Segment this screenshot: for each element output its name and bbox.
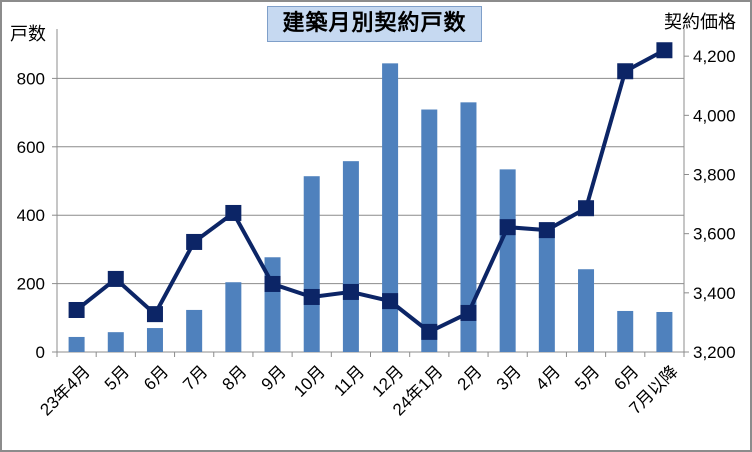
x-tick-label: 6月 <box>610 362 642 394</box>
bar <box>460 102 477 352</box>
x-tick-label: 7月 <box>179 362 211 394</box>
bar <box>225 282 242 352</box>
price-marker <box>342 283 359 300</box>
bar <box>303 176 320 352</box>
y2-tick-label: 4,200 <box>693 47 736 66</box>
price-marker <box>421 323 438 340</box>
price-marker <box>656 42 673 59</box>
x-tick-label: 5月 <box>571 362 603 394</box>
y2-tick-label: 3,600 <box>693 225 736 244</box>
x-tick-label: 4月 <box>532 362 564 394</box>
price-line <box>75 48 666 334</box>
y-tick-label: 800 <box>17 69 45 88</box>
y-axis-title: 戸数 <box>10 24 46 45</box>
bar <box>538 228 555 352</box>
x-tick-label: 2月 <box>454 362 486 394</box>
price-marker <box>303 288 320 305</box>
price-marker <box>264 275 281 292</box>
bar <box>578 269 595 352</box>
bar <box>68 336 85 352</box>
price-marker <box>146 306 163 323</box>
y2-tick-label: 3,800 <box>693 166 736 185</box>
y2-tick-label: 4,000 <box>693 106 736 125</box>
bar <box>421 109 438 352</box>
y-tick-label: 400 <box>17 206 45 225</box>
bar <box>499 169 516 352</box>
bar <box>656 311 673 352</box>
x-tick-label: 23年4月 <box>36 362 94 420</box>
x-tick-label: 3月 <box>493 362 525 394</box>
bar <box>186 309 203 352</box>
y-tick-label: 600 <box>17 138 45 157</box>
price-marker <box>225 204 242 221</box>
y2-tick-label: 3,200 <box>693 343 736 362</box>
chart-title: 建築月別契約戸数 <box>267 6 482 42</box>
price-marker <box>382 293 399 310</box>
x-tick-label: 11月 <box>330 362 368 400</box>
price-marker <box>107 270 124 287</box>
y2-tick-label: 3,400 <box>693 284 736 303</box>
price-marker <box>499 219 516 236</box>
y2-axis-title: 契約価格 <box>664 12 736 33</box>
bar <box>146 328 163 352</box>
x-tick-label: 6月 <box>140 362 172 394</box>
y-tick-label: 0 <box>36 343 45 362</box>
bar <box>342 161 359 352</box>
bar <box>107 332 124 352</box>
x-tick-label: 8月 <box>219 362 251 394</box>
x-tick-label: 9月 <box>258 362 290 394</box>
price-marker <box>617 63 634 80</box>
price-marker <box>460 304 477 321</box>
y-tick-label: 200 <box>17 275 45 294</box>
x-tick-label: 5月 <box>101 362 133 394</box>
price-marker <box>68 301 85 318</box>
x-tick-label: 10月 <box>290 362 329 401</box>
price-marker <box>578 200 595 217</box>
price-marker <box>538 222 555 239</box>
bar <box>617 310 634 352</box>
bar <box>382 63 399 353</box>
price-marker <box>186 233 203 250</box>
